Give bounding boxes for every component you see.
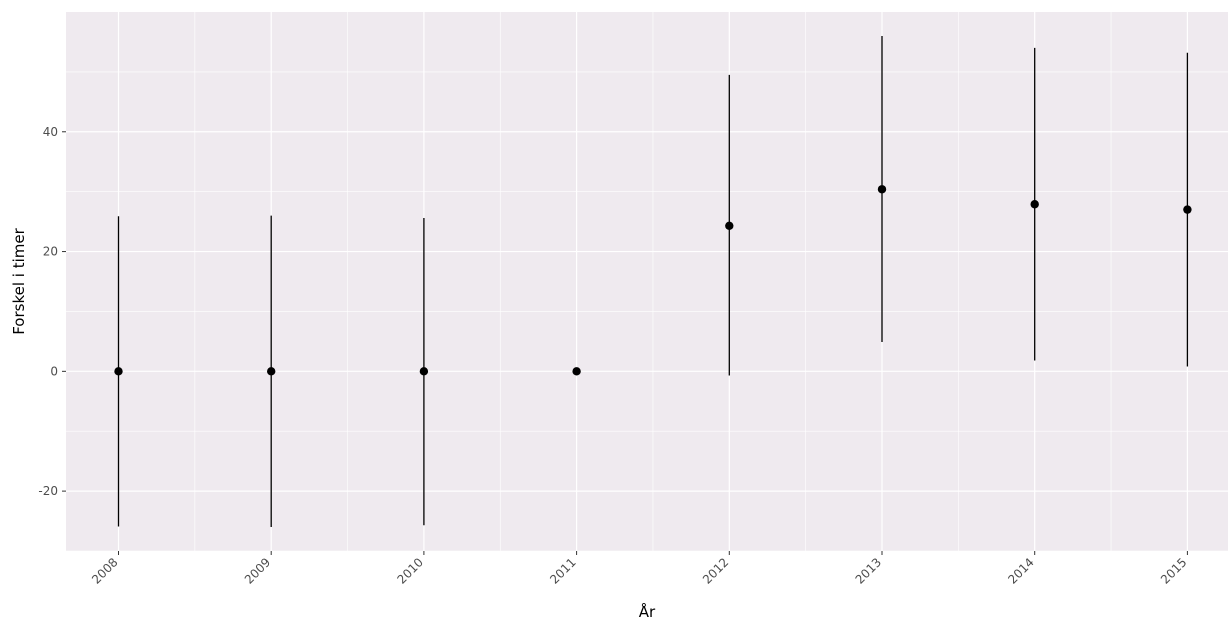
- x-axis: 2008 2009 2010 2011 2012 2013 2014 2015: [89, 551, 1190, 587]
- x-tick-label: 2011: [547, 555, 578, 586]
- data-point: [572, 367, 581, 376]
- x-tick-label: 2012: [700, 555, 731, 586]
- x-axis-title: År: [639, 602, 656, 621]
- y-tick-label: 20: [43, 245, 58, 259]
- plot-panel: [66, 12, 1228, 551]
- y-axis: -20 0 20 40: [38, 125, 66, 498]
- y-tick-label: 0: [50, 364, 58, 378]
- y-tick-label: 40: [43, 125, 58, 139]
- x-tick-label: 2008: [89, 555, 120, 586]
- y-axis-title: Forskel i timer: [10, 227, 28, 334]
- x-tick-label: 2015: [1158, 555, 1189, 586]
- data-point: [725, 221, 734, 231]
- data-point: [1030, 200, 1039, 209]
- marks: [114, 35, 1192, 528]
- x-tick-label: 2010: [395, 555, 426, 586]
- x-tick-label: 2009: [242, 555, 273, 586]
- data-point: [877, 185, 887, 194]
- data-point: [267, 367, 276, 376]
- data-point: [419, 367, 429, 376]
- data-point: [1183, 205, 1192, 214]
- x-tick-label: 2014: [1005, 555, 1036, 586]
- data-point: [114, 367, 123, 376]
- y-tick-label: -20: [38, 484, 58, 498]
- grid-minor: [66, 12, 1228, 552]
- x-tick-label: 2013: [853, 555, 884, 586]
